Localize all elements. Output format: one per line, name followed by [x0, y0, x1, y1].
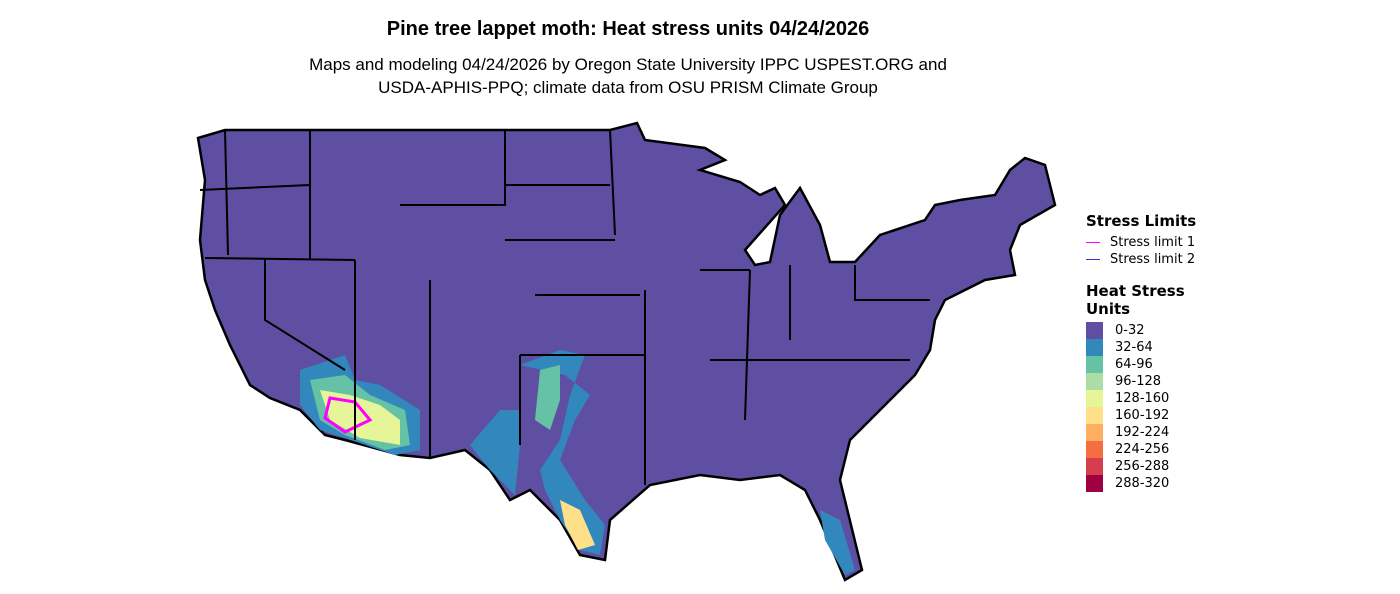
legend-color-swatch — [1086, 373, 1103, 390]
map-subtitle-line-2: USDA-APHIS-PPQ; climate data from OSU PR… — [378, 78, 878, 97]
map-subtitle-line-1: Maps and modeling 04/24/2026 by Oregon S… — [309, 55, 947, 74]
stress-limits-title: Stress Limits — [1086, 212, 1197, 230]
legend-label: 256-288 — [1115, 459, 1170, 474]
legend-label: 128-160 — [1115, 391, 1170, 406]
legend-line-swatch — [1086, 259, 1100, 260]
legend-label: 0-32 — [1115, 323, 1145, 338]
heat-legend-item: 32-64 — [1086, 339, 1206, 356]
legend-color-swatch — [1086, 322, 1103, 339]
heat-legend-item: 64-96 — [1086, 356, 1206, 373]
heat-zone-texas — [470, 350, 855, 575]
legend-color-swatch — [1086, 407, 1103, 424]
legend-label: 192-224 — [1115, 425, 1170, 440]
heat-legend-item: 96-128 — [1086, 373, 1206, 390]
heat-legend-item: 256-288 — [1086, 458, 1206, 475]
legend-label: 224-256 — [1115, 442, 1170, 457]
heat-legend-item: 128-160 — [1086, 390, 1206, 407]
legend-label: 96-128 — [1115, 374, 1162, 389]
legend-label: Stress limit 2 — [1110, 252, 1196, 267]
legend-label: 160-192 — [1115, 408, 1170, 423]
stress-legend-item: Stress limit 2 — [1086, 251, 1206, 268]
heat-stress-units-title: Heat Stress Units — [1086, 282, 1185, 318]
heat-zone-southwest — [300, 355, 420, 455]
legend-label: 32-64 — [1115, 340, 1153, 355]
heat-legend-item: 0-32 — [1086, 322, 1206, 339]
heat-legend-item: 160-192 — [1086, 407, 1206, 424]
stress-legend-item: Stress limit 1 — [1086, 234, 1206, 251]
legend-color-swatch — [1086, 339, 1103, 356]
legend-color-swatch — [1086, 458, 1103, 475]
legend-label: 288-320 — [1115, 476, 1170, 491]
heat-legend-item: 288-320 — [1086, 475, 1206, 492]
legend-color-swatch — [1086, 424, 1103, 441]
legend-label: 64-96 — [1115, 357, 1153, 372]
legend-color-swatch — [1086, 441, 1103, 458]
heat-legend-item: 192-224 — [1086, 424, 1206, 441]
legend-color-swatch — [1086, 390, 1103, 407]
legend-line-swatch — [1086, 242, 1100, 243]
state-borders — [199, 129, 930, 485]
legend-label: Stress limit 1 — [1110, 235, 1196, 250]
us-outline — [196, 121, 1057, 582]
legend-color-swatch — [1086, 475, 1103, 492]
heat-legend-item: 224-256 — [1086, 441, 1206, 458]
legend: Stress Limits Stress limit 1 Stress limit… — [1086, 212, 1206, 492]
legend-color-swatch — [1086, 356, 1103, 373]
map-title: Pine tree lappet moth: Heat stress units… — [386, 18, 870, 40]
